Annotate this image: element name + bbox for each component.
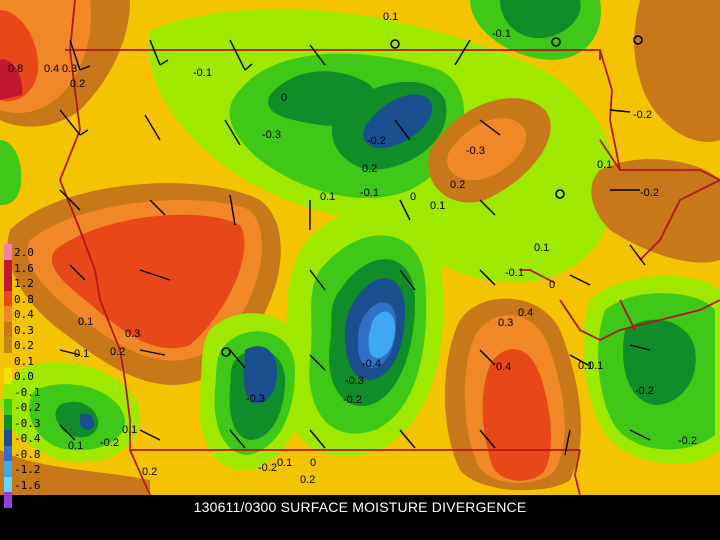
contour-label: 0.2 — [450, 179, 465, 191]
legend-label: 1.6 — [14, 261, 34, 275]
legend-swatch — [4, 290, 12, 306]
legend-swatch — [4, 337, 12, 353]
legend-label: -1.2 — [14, 463, 41, 476]
contour-label: -0.2 — [343, 394, 362, 406]
contour-label: 0 — [549, 279, 555, 291]
legend-label: 2.0 — [14, 246, 34, 259]
legend-swatch — [4, 445, 12, 461]
contour-label: -0.2 — [678, 435, 697, 447]
contour-label: -0.3 — [466, 145, 485, 157]
contour-label: -0.4 — [362, 358, 381, 370]
legend-label: 0.8 — [14, 292, 34, 306]
contour-label: 0.4 — [44, 63, 59, 75]
legend-label: -0.8 — [14, 447, 41, 461]
contour-label: -0.1 — [193, 67, 212, 79]
legend-label: -0.1 — [14, 385, 41, 399]
contour-label: 0.2 — [362, 163, 377, 175]
map-caption: 130611/0300 SURFACE MOISTURE DIVERGENCE — [193, 499, 527, 515]
legend-swatch — [4, 414, 12, 430]
contour-label: 0.3 — [498, 317, 513, 329]
legend-label: -1.6 — [14, 478, 41, 492]
contour-label: 0.1 — [383, 11, 398, 23]
contour-label: 0.1 — [597, 159, 612, 171]
contour-label: -0.1 — [505, 267, 524, 279]
legend-swatch — [4, 259, 12, 275]
legend-swatch — [4, 492, 12, 508]
legend-label: 1.2 — [14, 277, 34, 290]
contour-label: 0 — [410, 191, 416, 203]
contour-label: 0.1 — [578, 360, 593, 372]
contour-label: -0.1 — [360, 187, 379, 199]
contour-label: 0.1 — [122, 424, 137, 436]
contour-label: 0.2 — [110, 346, 125, 358]
legend-label: 0.0 — [14, 370, 34, 383]
legend-label: -0.4 — [14, 432, 41, 445]
legend-swatch — [4, 244, 12, 260]
legend-label: -2.0 — [14, 494, 41, 507]
legend-label: -0.2 — [14, 401, 41, 414]
legend-label: 0.4 — [14, 308, 34, 321]
contour-label: -0.1 — [492, 28, 511, 40]
legend-swatch — [4, 476, 12, 492]
contour-label: 0.1 — [588, 360, 603, 372]
legend-swatch — [4, 461, 12, 477]
contour-label: 0.1 — [277, 457, 292, 469]
contour-label: 0.1 — [534, 242, 549, 254]
contour-label: -0.2 — [258, 462, 277, 474]
contour-label: -0.3 — [262, 129, 281, 141]
legend-swatch — [4, 430, 12, 446]
legend-label: -0.3 — [14, 416, 41, 430]
legend-swatch — [4, 399, 12, 415]
contour-label: -0.2 — [635, 385, 654, 397]
legend-swatch — [4, 383, 12, 399]
legend-label: 0.2 — [14, 339, 34, 352]
contour-label: 0.4 — [518, 307, 533, 319]
contour-label: 0.1 — [78, 316, 93, 328]
contour-label: 0.3 — [125, 328, 140, 340]
legend-label: 0.3 — [14, 323, 34, 337]
contour-label: 0.1 — [74, 348, 89, 360]
contour-label: 0.1 — [68, 440, 83, 452]
contour-label: -0.2 — [633, 109, 652, 121]
legend-swatch — [4, 368, 12, 384]
contour-label: 0 — [310, 457, 316, 469]
contour-label: -0.2 — [100, 437, 119, 449]
legend-swatch — [4, 321, 12, 337]
moisture-divergence-map: 0.1-0.10.8 0.4 0.3 -0.10.2-0.20-0.3 -0.20.2-… — [0, 0, 720, 495]
contour-label: 0.1 — [430, 200, 445, 212]
contour-label: 0.3 — [62, 63, 77, 75]
legend-label: 0.1 — [14, 354, 34, 368]
contour-label: 0.8 — [8, 63, 23, 75]
contour-label: 0.1 — [320, 191, 335, 203]
contour-label: 0.4 — [496, 361, 511, 373]
contour-label: 0.2 — [300, 474, 315, 486]
contour-label: -0.3 — [246, 393, 265, 405]
contour-label: -0.2 — [367, 135, 386, 147]
contour-label: 0.2 — [70, 78, 85, 90]
color-scale-legend: 2.0 1.6 1.2 0.8 0.4 0.3 0.2 0.1 0.0 -0.1 -0.2 -0.3 -… — [4, 244, 44, 514]
contour-label: -0.3 — [345, 375, 364, 387]
contour-label: 0 — [281, 92, 287, 104]
contour-label: 0.2 — [142, 466, 157, 478]
legend-swatch — [4, 306, 12, 322]
legend-swatch — [4, 275, 12, 291]
contour-label: -0.2 — [640, 187, 659, 199]
legend-swatch — [4, 352, 12, 368]
